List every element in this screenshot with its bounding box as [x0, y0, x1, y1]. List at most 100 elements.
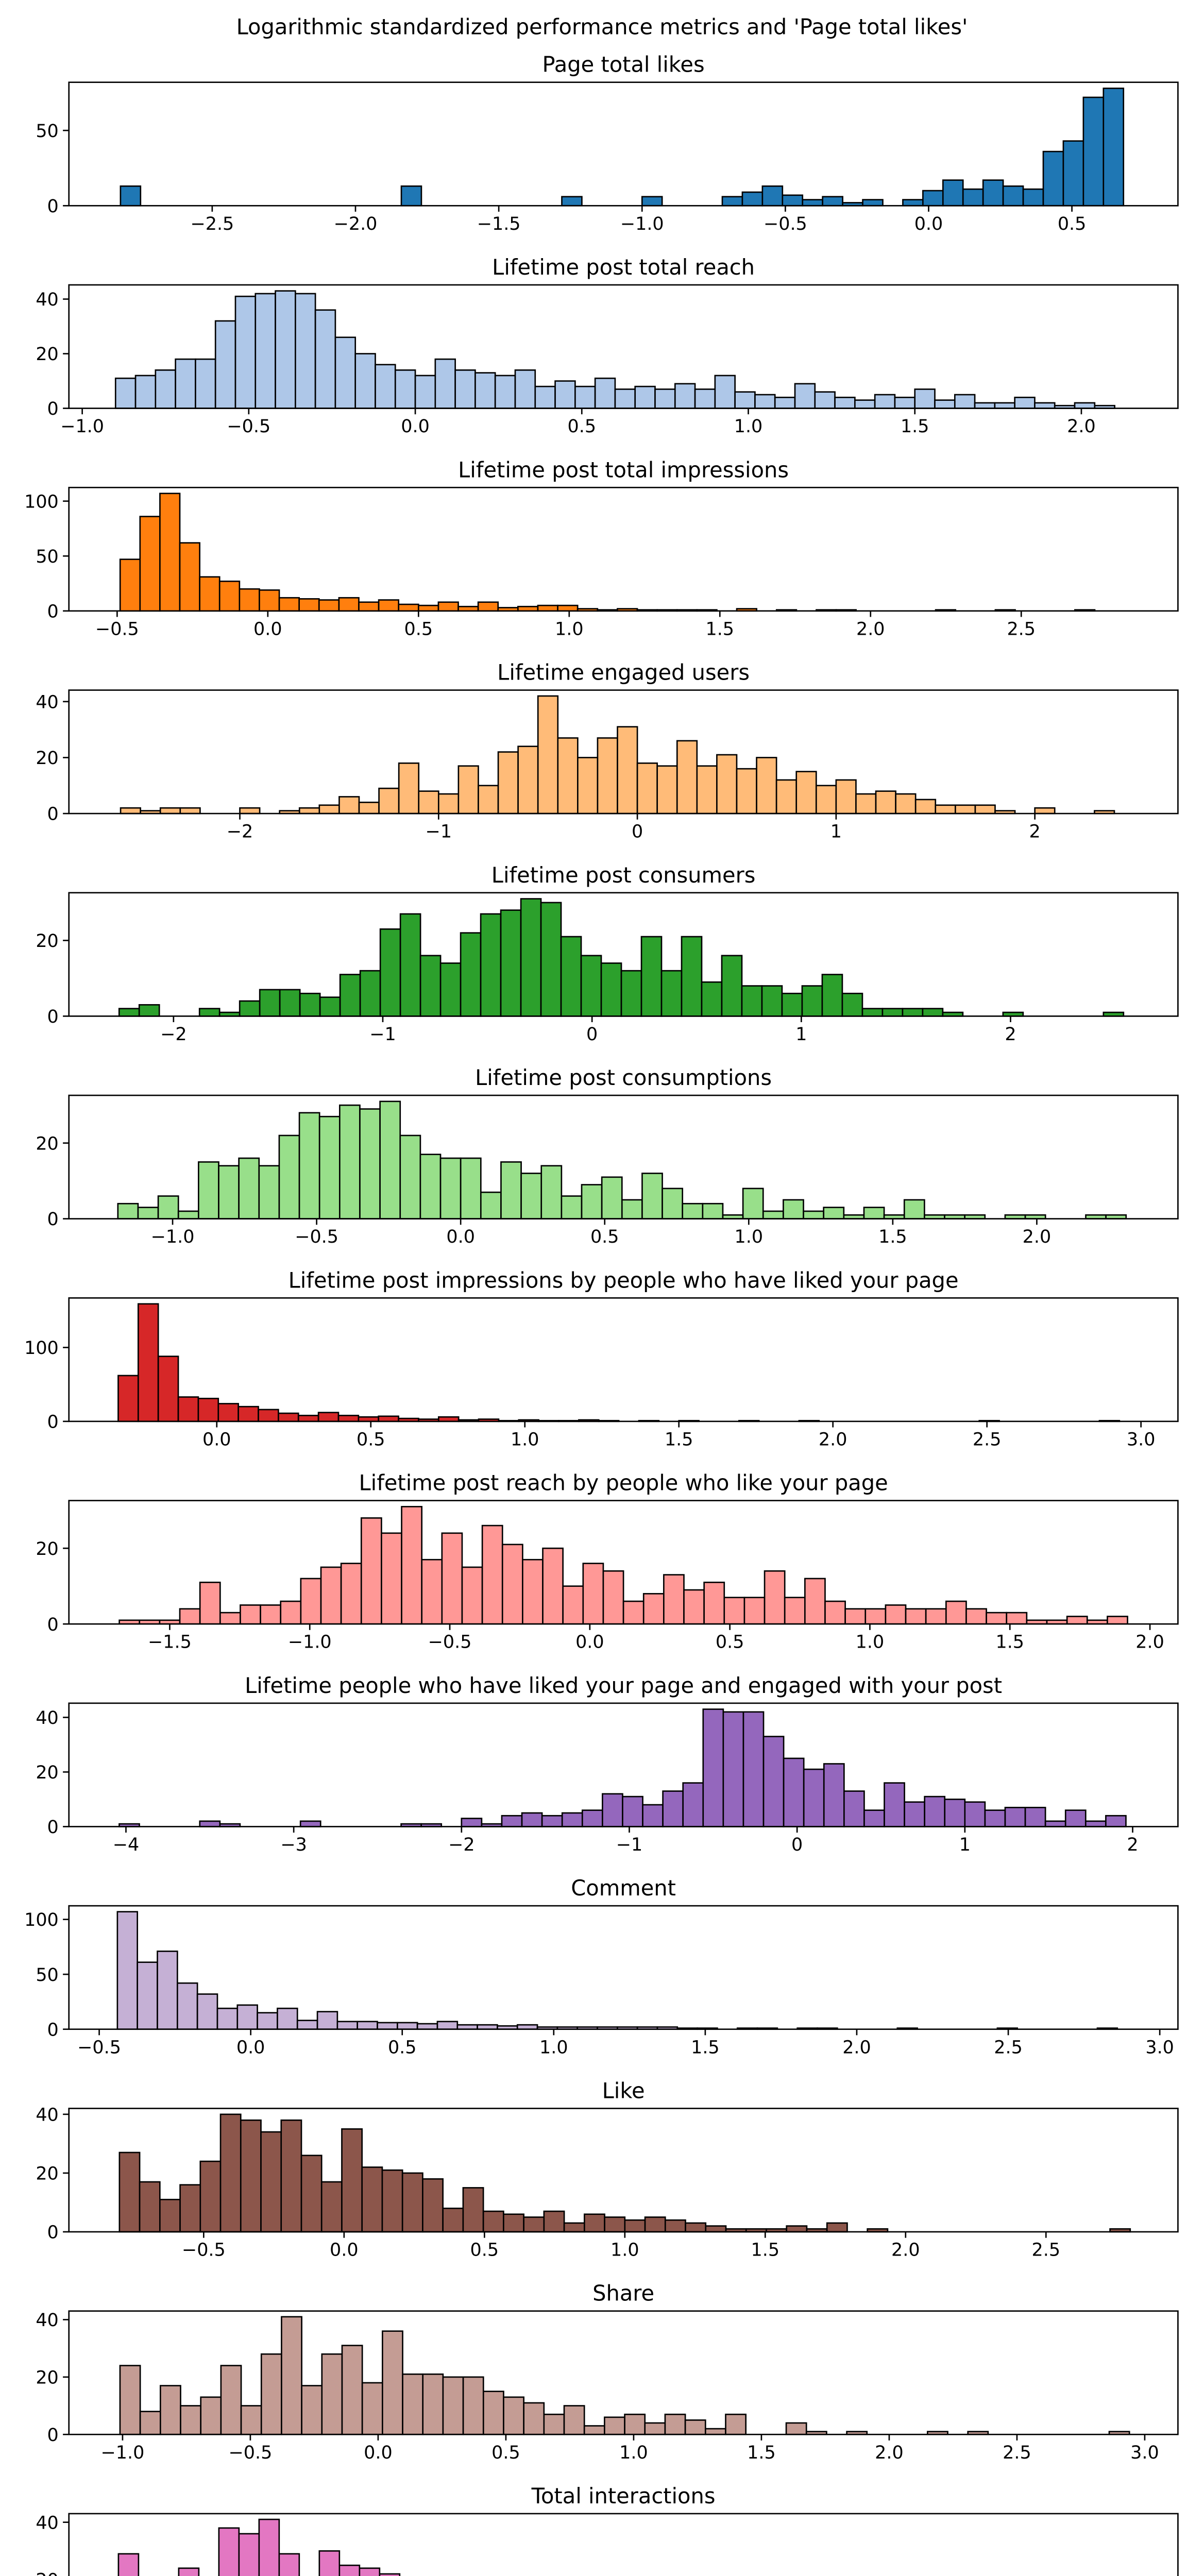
histogram-bar — [844, 1608, 867, 1625]
histogram-bar — [257, 2012, 278, 2030]
histogram-bar — [955, 804, 976, 815]
x-tick-label: 0 — [586, 1024, 598, 1045]
y-tick-label: 0 — [47, 1209, 59, 1230]
histogram-bar — [804, 1578, 826, 1625]
histogram-bar — [624, 2219, 646, 2233]
x-tick-label: 1.5 — [901, 416, 929, 437]
histogram-bar — [703, 1581, 725, 1625]
histogram-bar — [801, 985, 823, 1017]
subplot-title: Like — [602, 2078, 645, 2103]
x-tick-label: 2.5 — [994, 2037, 1023, 2058]
histogram-bar — [1066, 1616, 1088, 1625]
histogram-bar — [965, 1608, 987, 1625]
histogram-bar — [240, 2405, 262, 2435]
histogram-bar — [114, 377, 137, 409]
histogram-bar — [642, 1804, 664, 1827]
histogram-bar — [297, 1415, 319, 1422]
histogram-bar — [239, 807, 261, 815]
histogram-bar — [314, 309, 336, 409]
subplot-title: Lifetime post reach by people who like y… — [359, 1470, 888, 1496]
histogram-bar — [1034, 807, 1056, 815]
histogram-bar — [814, 391, 836, 409]
histogram-bar — [520, 1173, 542, 1219]
histogram-bar — [874, 394, 896, 409]
histogram-bar — [159, 2385, 181, 2435]
y-tick-label: 20 — [36, 2570, 58, 2576]
histogram-bar — [862, 199, 884, 207]
x-tick-label: 2.5 — [1003, 2443, 1031, 2463]
histogram-bar — [295, 293, 316, 409]
histogram-bar — [640, 936, 663, 1017]
x-tick-label: −0.5 — [77, 2037, 121, 2058]
histogram-bar — [641, 1173, 663, 1219]
histogram-bar — [359, 1108, 381, 1219]
histogram-bar — [774, 397, 796, 409]
histogram-bar — [378, 1415, 399, 1422]
histogram-bar — [236, 2004, 258, 2030]
figure-title: Logarithmic standardized performance met… — [236, 14, 968, 40]
histogram-bar — [461, 1818, 483, 1827]
histogram-bar — [736, 768, 757, 815]
histogram-bar — [439, 1157, 462, 1219]
y-tick-label: 0 — [47, 2425, 59, 2446]
histogram-bar — [863, 1207, 885, 1219]
histogram-bar — [478, 785, 499, 815]
histogram-bar — [503, 2213, 524, 2233]
x-tick-label: −1 — [616, 1835, 642, 1855]
histogram-bar — [1024, 1807, 1046, 1827]
histogram-bar — [401, 2172, 423, 2233]
x-tick-label: 2.0 — [875, 2443, 904, 2463]
subplot-title: Lifetime engaged users — [497, 660, 750, 685]
histogram-bar — [401, 1506, 423, 1625]
histogram-bar — [399, 913, 421, 1017]
x-tick-label: 0.0 — [364, 2443, 393, 2463]
x-tick-label: 2 — [1029, 822, 1041, 842]
y-tick-label: 0 — [47, 1412, 59, 1433]
histogram-bar — [795, 771, 817, 815]
subplot-title: Total interactions — [531, 2483, 716, 2509]
histogram-bar — [394, 369, 416, 409]
histogram-bar — [238, 1157, 260, 1219]
x-tick-label: 0.0 — [575, 1632, 604, 1653]
histogram-bar — [414, 375, 436, 409]
histogram-bar — [786, 2225, 808, 2233]
x-tick-label: −1 — [369, 1024, 396, 1045]
axes-frame — [68, 1297, 1179, 1422]
histogram-bar — [705, 2225, 727, 2233]
y-tick-label: 0 — [47, 601, 59, 622]
histogram-bar — [220, 2365, 242, 2435]
histogram-bar — [318, 1115, 341, 1219]
x-tick-label: 3.0 — [1127, 1429, 1156, 1450]
axes-frame — [68, 1094, 1179, 1219]
histogram-bar — [442, 2208, 464, 2233]
histogram-bar — [497, 751, 519, 815]
histogram-bar — [663, 1574, 685, 1625]
histogram-bar — [176, 1982, 198, 2030]
histogram-bar — [542, 1547, 564, 1625]
histogram-bar — [895, 793, 917, 815]
histogram-bar — [1082, 96, 1105, 207]
histogram-bar — [624, 2413, 646, 2435]
histogram-bar — [300, 2155, 323, 2233]
histogram-bar — [318, 599, 340, 612]
histogram-bar — [756, 757, 777, 815]
histogram-bar — [935, 804, 956, 815]
y-tick-label: 20 — [36, 1539, 58, 1560]
histogram-bar — [239, 1000, 261, 1017]
histogram-bar — [199, 2160, 222, 2233]
x-tick-label: 1.0 — [611, 2240, 639, 2261]
histogram-bar — [139, 2181, 161, 2233]
histogram-bar — [742, 1711, 765, 1827]
x-tick-label: 1.0 — [555, 619, 584, 639]
x-tick-label: 3.0 — [1130, 2443, 1159, 2463]
histogram-bar — [522, 1558, 544, 1625]
histogram-bar — [197, 1398, 219, 1422]
y-tick-label: 100 — [24, 492, 59, 512]
x-tick-label: 2 — [1005, 1024, 1016, 1045]
histogram-bar — [823, 1763, 845, 1827]
histogram-bar — [534, 385, 556, 409]
histogram-bar — [138, 1004, 160, 1017]
y-tick-label: 100 — [24, 1338, 59, 1359]
histogram-bar — [854, 399, 876, 409]
